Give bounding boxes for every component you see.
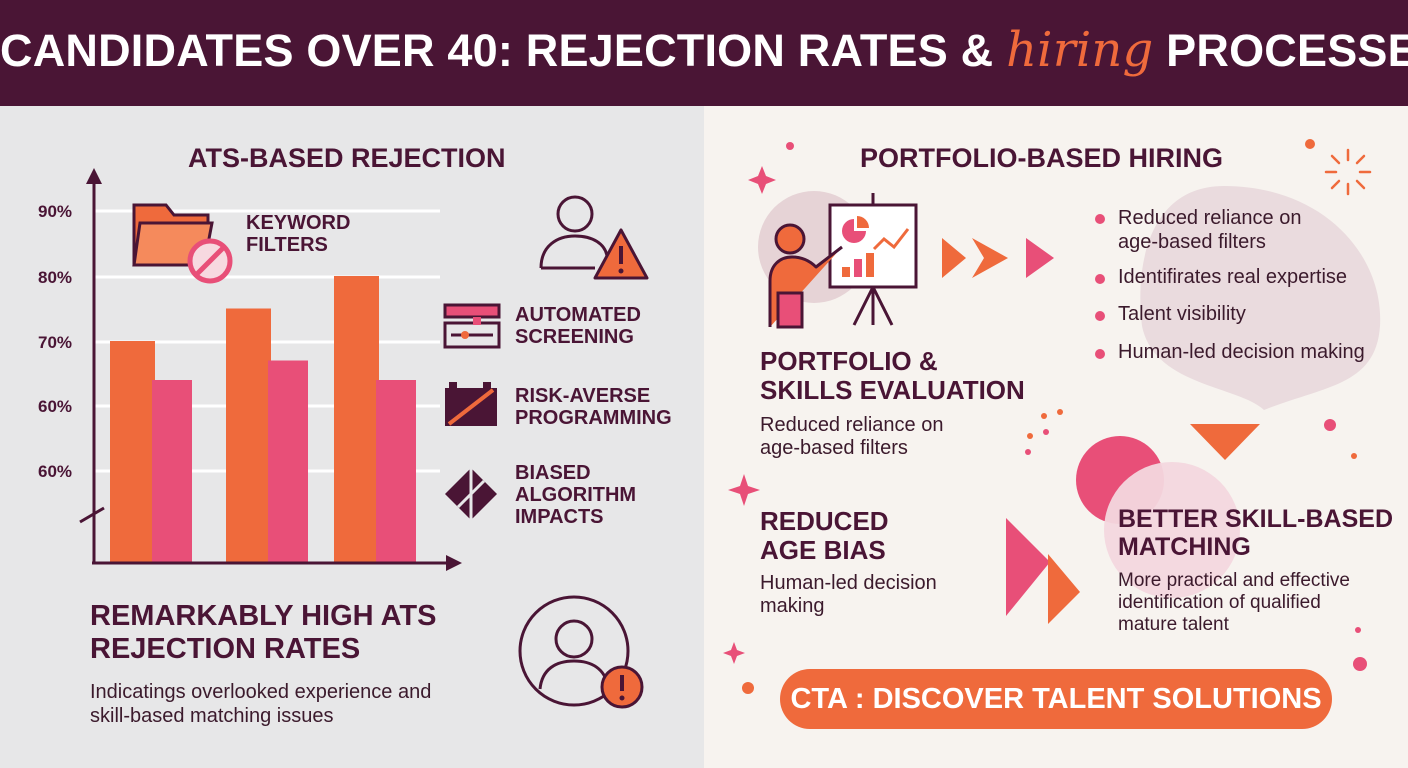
- title-part-1: CANDIDATES OVER 40: REJECTION RATES &: [0, 25, 1007, 76]
- factor-biased-line2: ALGORITHM: [515, 484, 637, 506]
- result-heading-line1: REMARKABLY HIGH ATS: [90, 600, 437, 632]
- factor-risk-averse: RISK-AVERSE PROGRAMMING: [515, 385, 672, 429]
- algorithm-icon: [445, 468, 497, 520]
- result-heading: REMARKABLY HIGH ATS REJECTION RATES: [90, 600, 436, 666]
- matching-text-line2: identification of qualified: [1118, 592, 1321, 613]
- factor-keyword-line2: FILTERS: [246, 234, 328, 256]
- bullet-2: Identifirates real expertise: [1118, 266, 1348, 288]
- chart-bar-s2-c2: [268, 360, 308, 563]
- age-bias-text-line2: making: [760, 595, 825, 617]
- result-text-line1: Indicatings overlooked experience and: [90, 681, 432, 703]
- matching-text-line3: mature talent: [1118, 614, 1229, 635]
- bullet-1-line1: Reduced reliance on: [1118, 207, 1302, 229]
- bullet-dot-3: [1095, 311, 1105, 321]
- result-text-line2: skill-based matching issues: [90, 705, 334, 727]
- title-part-2: PROCESSES: [1166, 25, 1408, 76]
- page-title: CANDIDATES OVER 40: REJECTION RATES & hi…: [0, 22, 1408, 78]
- header-bar: [0, 0, 1408, 106]
- factor-biased-line3: IMPACTS: [515, 506, 604, 528]
- age-bias-heading: REDUCED AGE BIAS: [760, 507, 889, 565]
- bullet-dot-1: [1095, 214, 1105, 224]
- title-accent: hiring: [1006, 22, 1154, 78]
- ats-heading: ATS-BASED REJECTION: [188, 143, 506, 173]
- result-heading-line2: REJECTION RATES: [90, 633, 361, 665]
- screening-icon: [443, 303, 501, 349]
- cta-button[interactable]: CTA : DISCOVER TALENT SOLUTIONS: [780, 669, 1332, 729]
- bullet-1: Reduced reliance on age-based filters: [1118, 206, 1301, 254]
- bullet-dot-4: [1095, 349, 1105, 359]
- factor-biased-algorithm: BIASED ALGORITHM IMPACTS: [515, 462, 636, 528]
- matching-text-line1: More practical and effective: [1118, 570, 1350, 591]
- factor-keyword-filters: KEYWORD FILTERS: [246, 212, 350, 256]
- factor-automated-line1: AUTOMATED: [515, 304, 641, 326]
- chart-bars: [110, 276, 416, 563]
- y-tick-label: 60%: [38, 397, 72, 416]
- portfolio-skills-line2: SKILLS EVALUATION: [760, 375, 1025, 405]
- user-warning-icon: [539, 195, 649, 280]
- chart-bar-s1-c1: [110, 341, 155, 563]
- y-tick-label: 80%: [38, 268, 72, 287]
- chart-bar-s2-c3: [376, 380, 416, 563]
- factor-automated-screening: AUTOMATED SCREENING: [515, 304, 641, 348]
- user-alert-icon: [518, 595, 644, 709]
- chart-bar-s1-c2: [226, 308, 271, 563]
- age-bias-text-line1: Human-led decision: [760, 572, 937, 594]
- bullet-dot-2: [1095, 274, 1105, 284]
- portfolio-skills-text: Reduced reliance on age-based filters: [760, 414, 943, 460]
- y-tick-label: 70%: [38, 333, 72, 352]
- y-tick-label: 90%: [38, 202, 72, 221]
- matching-heading-line1: BETTER SKILL-BASED: [1118, 505, 1393, 533]
- y-axis-arrow: [86, 168, 102, 184]
- portfolio-text-line1: Reduced reliance on: [760, 414, 944, 436]
- axis-break-mark: [79, 506, 105, 524]
- factor-risk-line2: PROGRAMMING: [515, 407, 672, 429]
- factor-keyword-line1: KEYWORD: [246, 212, 351, 234]
- factor-automated-line2: SCREENING: [515, 326, 634, 348]
- factor-biased-line1: BIASED: [515, 462, 591, 484]
- chart-bar-s2-c1: [152, 380, 192, 563]
- x-axis-arrow: [446, 555, 462, 571]
- matching-text: More practical and effective identificat…: [1118, 570, 1350, 636]
- portfolio-heading: PORTFOLIO-BASED HIRING: [860, 143, 1223, 173]
- folder-block-icon: [132, 203, 233, 284]
- decorative-shapes: [723, 139, 1381, 694]
- presentation-icon: [758, 191, 918, 329]
- chart-bar-s1-c3: [334, 276, 379, 563]
- portfolio-skills-heading: PORTFOLIO & SKILLS EVALUATION: [760, 347, 1025, 405]
- bullet-1-line2: age-based filters: [1118, 231, 1266, 253]
- bullet-4: Human-led decision making: [1118, 341, 1365, 363]
- chart-y-ticks: 90% 80% 70% 60% 60%: [38, 202, 72, 481]
- result-text: Indicatings overlooked experience and sk…: [90, 680, 431, 728]
- age-bias-line2: AGE BIAS: [760, 535, 886, 565]
- matching-heading: BETTER SKILL-BASED MATCHING: [1118, 505, 1393, 561]
- age-bias-line1: REDUCED: [760, 506, 889, 536]
- age-bias-text: Human-led decision making: [760, 572, 937, 618]
- portfolio-skills-line1: PORTFOLIO &: [760, 346, 938, 376]
- y-tick-label: 60%: [38, 462, 72, 481]
- battery-slash-icon: [445, 382, 497, 426]
- portfolio-text-line2: age-based filters: [760, 437, 908, 459]
- rejection-rate-chart: 90% 80% 70% 60% 60%: [38, 168, 462, 571]
- bullet-3: Talent visibility: [1118, 303, 1246, 325]
- factor-risk-line1: RISK-AVERSE: [515, 385, 651, 407]
- matching-heading-line2: MATCHING: [1118, 533, 1251, 561]
